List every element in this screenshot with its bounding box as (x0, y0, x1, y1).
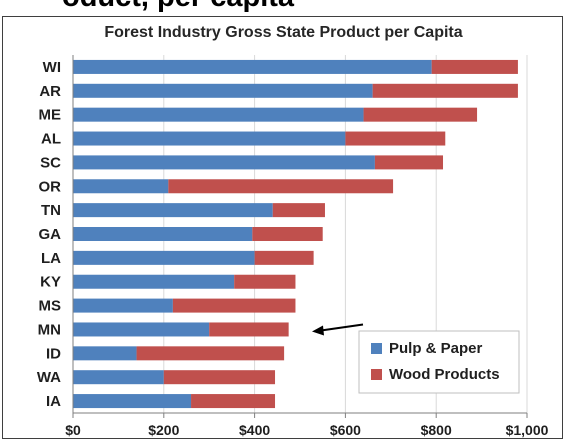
bar-wood-products-me (363, 107, 478, 122)
category-label: ME (39, 107, 62, 124)
bar-wood-products-ar (372, 83, 518, 98)
category-label: KY (40, 274, 61, 291)
bar-pulp-paper-tn (73, 203, 273, 218)
x-tick-label: $0 (65, 422, 81, 438)
bar-pulp-paper-sc (73, 155, 375, 170)
category-label: IA (46, 393, 61, 410)
bar-wood-products-id (136, 346, 285, 361)
bar-wood-products-mn (209, 322, 289, 337)
bar-pulp-paper-or (73, 179, 169, 194)
legend-label: Wood Products (389, 366, 500, 383)
bar-pulp-paper-ms (73, 298, 173, 313)
bar-wood-products-ms (172, 298, 296, 313)
x-tick-label: $800 (421, 422, 452, 438)
chart-frame: Forest Industry Gross State Product per … (2, 16, 563, 439)
category-label: SC (40, 154, 61, 171)
bar-wood-products-ia (191, 394, 276, 409)
x-tick-label: $1,000 (506, 422, 549, 438)
bar-pulp-paper-al (73, 131, 346, 146)
category-label: GA (39, 226, 62, 243)
annotation-arrow-icon (320, 323, 364, 332)
category-label: MS (39, 298, 62, 315)
category-label: WA (37, 369, 61, 386)
bar-wood-products-sc (374, 155, 444, 170)
x-tick-label: $200 (148, 422, 179, 438)
legend-label: Pulp & Paper (389, 340, 483, 357)
chart-title: Forest Industry Gross State Product per … (104, 24, 463, 41)
bar-pulp-paper-ga (73, 227, 253, 241)
bar-wood-products-or (168, 179, 394, 194)
bar-wood-products-al (345, 131, 446, 146)
bar-wood-products-ga (252, 227, 323, 241)
bar-pulp-paper-la (73, 250, 255, 265)
bar-pulp-paper-ia (73, 394, 192, 409)
bar-pulp-paper-id (73, 346, 137, 361)
bar-chart: WI AR ME AL SC OR TN GA LA KY MS MN ID WA IA$0 $200 $400… (37, 55, 549, 438)
bar-pulp-paper-mn (73, 322, 210, 337)
legend-swatch (371, 343, 382, 354)
category-label: MN (38, 321, 61, 338)
x-tick-label: $600 (330, 422, 361, 438)
category-label: TN (41, 202, 61, 219)
category-label: OR (39, 178, 62, 195)
bar-pulp-paper-ky (73, 274, 235, 289)
annotation-arrowhead-icon (312, 325, 324, 336)
bar-pulp-paper-me (73, 107, 364, 122)
bar-wood-products-wi (431, 59, 518, 74)
bar-pulp-paper-ar (73, 83, 373, 98)
legend-swatch (371, 369, 382, 380)
x-tick-label: $400 (239, 422, 270, 438)
bar-wood-products-tn (272, 203, 325, 218)
category-label: AR (39, 83, 61, 100)
bar-wood-products-la (254, 250, 314, 265)
category-label: WI (43, 59, 61, 76)
category-label: ID (46, 345, 61, 362)
legend-box (358, 330, 520, 394)
bar-wood-products-wa (163, 370, 276, 385)
page-heading-fragment: oduct, per capita (62, 0, 294, 14)
bar-pulp-paper-wa (73, 370, 164, 385)
bar-wood-products-ky (234, 274, 296, 289)
category-label: AL (41, 131, 61, 148)
bar-pulp-paper-wi (73, 59, 432, 74)
category-label: LA (41, 250, 61, 267)
